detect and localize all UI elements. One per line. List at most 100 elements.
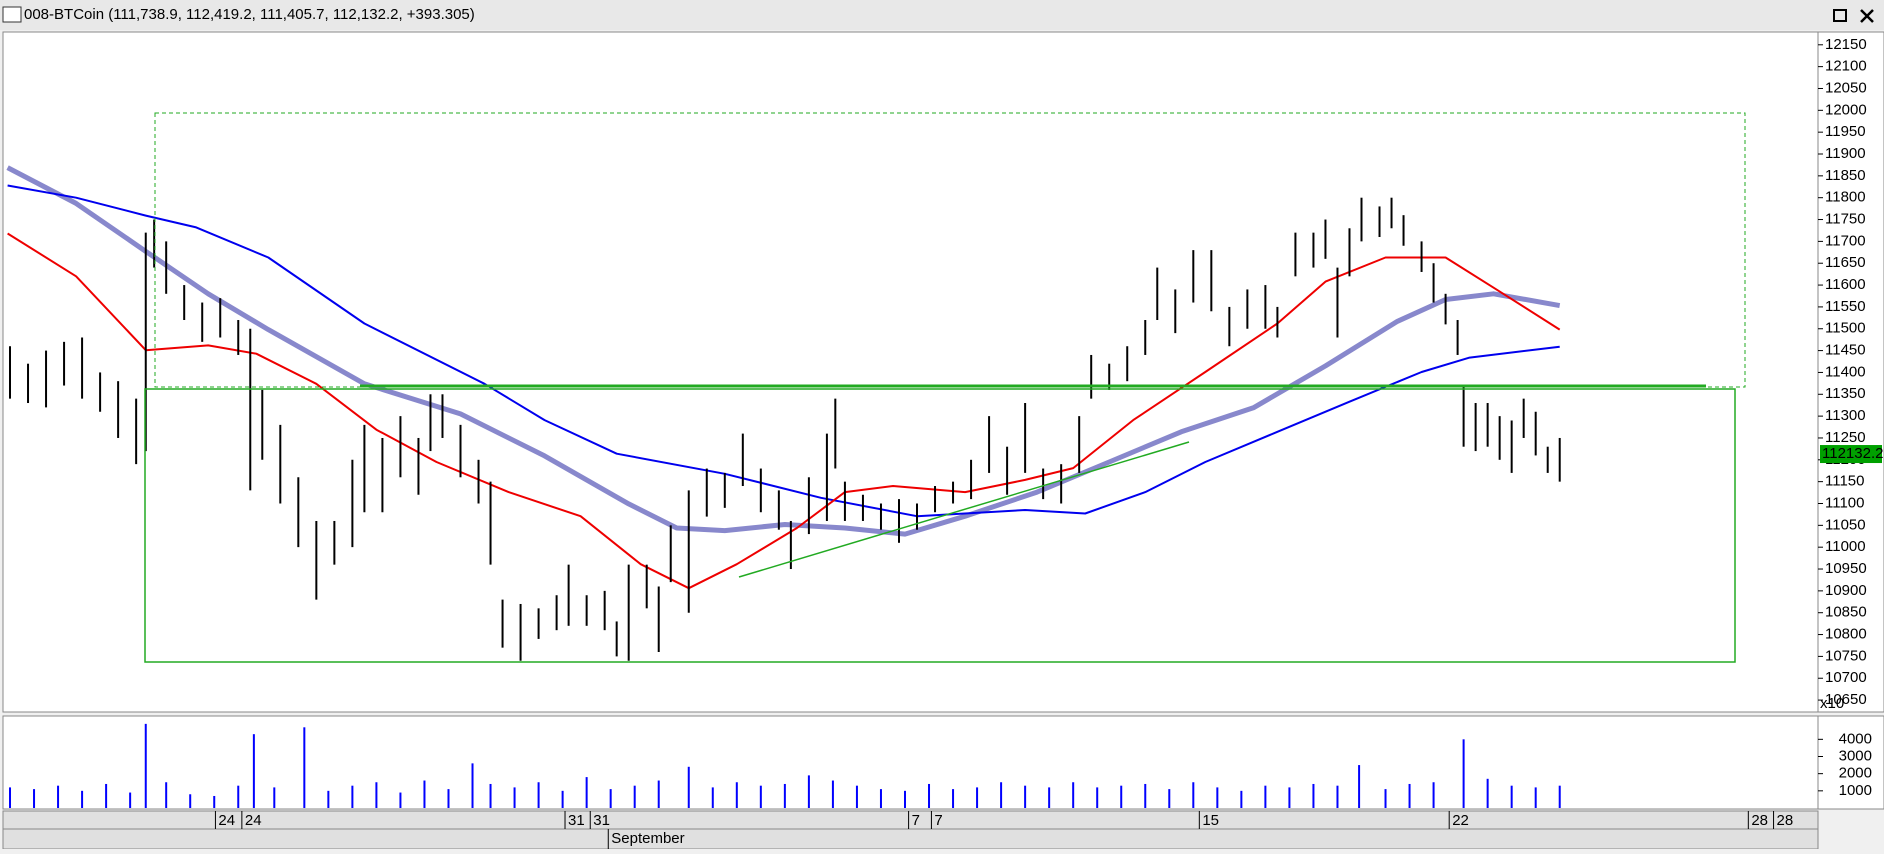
volume-bar — [237, 785, 240, 808]
volume-bar — [1462, 739, 1465, 808]
y-tick-label: 1000 — [1839, 782, 1872, 799]
y-tick-label: 10950 — [1825, 560, 1867, 577]
volume-bar — [711, 787, 714, 808]
y-tick-label: 11050 — [1825, 516, 1866, 533]
maximize-button[interactable] — [1830, 6, 1850, 26]
volume-bar — [1358, 765, 1361, 808]
y-tick-label: 11650 — [1825, 254, 1866, 271]
y-tick-label: 11700 — [1825, 232, 1866, 249]
volume-bar — [81, 790, 84, 808]
last-price-marker — [1820, 445, 1882, 464]
y-tick-label: 12050 — [1825, 79, 1867, 96]
y-tick-label: 3000 — [1839, 747, 1872, 764]
x-tick-label: 24 — [245, 812, 262, 829]
chart-title: 008-BTCoin (111,738.9, 112,419.2, 111,40… — [24, 6, 475, 23]
title-bar — [0, 0, 1884, 30]
volume-bar — [1486, 778, 1489, 808]
volume-bar — [1024, 785, 1027, 808]
volume-bar — [585, 777, 588, 808]
volume-bar — [165, 782, 168, 808]
volume-bar — [303, 727, 306, 808]
volume-bar — [687, 766, 690, 808]
x-tick-label: 7 — [934, 812, 942, 829]
y-tick-label: 11250 — [1825, 429, 1866, 446]
y-tick-label: 11550 — [1825, 298, 1866, 315]
y-tick-label: 11750 — [1825, 211, 1866, 228]
volume-bar — [1558, 785, 1561, 808]
y-tick-label: 2000 — [1839, 765, 1872, 782]
x-tick-label: 31 — [568, 812, 585, 829]
x-tick-label: 7 — [912, 812, 920, 829]
volume-bar — [1216, 787, 1219, 808]
volume-bar — [855, 785, 858, 808]
volume-bar — [489, 783, 492, 808]
y-tick-label: 12000 — [1825, 101, 1867, 118]
volume-bar — [609, 789, 612, 808]
x-tick-label: 31 — [593, 812, 610, 829]
volume-bar — [9, 787, 12, 808]
volume-bar — [1000, 782, 1003, 808]
volume-bar — [657, 780, 660, 808]
volume-bar — [144, 723, 147, 808]
volume-bar — [831, 780, 834, 808]
volume-bar — [928, 783, 931, 808]
volume-bar — [759, 785, 762, 808]
volume-bar — [1096, 787, 1099, 808]
y-tick-label: 11300 — [1825, 407, 1866, 424]
volume-bar — [471, 763, 474, 808]
range-box — [144, 388, 1736, 663]
volume-bar — [807, 775, 810, 808]
volume-bar — [1288, 787, 1291, 808]
y-tick-label: 10800 — [1825, 626, 1867, 643]
x-tick-label: 15 — [1202, 812, 1219, 829]
y-tick-label: 11150 — [1825, 473, 1865, 490]
volume-bar — [1510, 785, 1513, 808]
volume-bar — [735, 782, 738, 808]
volume-bar — [1534, 787, 1537, 808]
volume-bar — [33, 789, 36, 808]
dashed-zone — [154, 112, 1746, 388]
trend-line — [738, 441, 1190, 578]
y-tick-label: 10850 — [1825, 604, 1867, 621]
axis-unit-label: x10 — [1820, 695, 1844, 712]
drawings — [144, 112, 1746, 663]
price-panel — [2, 31, 1819, 713]
month-label: September — [611, 830, 684, 847]
volume-bar — [252, 734, 255, 808]
volume-bar — [1168, 789, 1171, 808]
volume-bar — [1264, 785, 1267, 808]
volume-bar — [1120, 785, 1123, 808]
volume-bar — [879, 789, 882, 808]
close-button[interactable] — [1856, 6, 1878, 26]
volume-bar — [1072, 782, 1075, 808]
y-tick-label: 4000 — [1839, 730, 1872, 747]
volume-bar — [1144, 783, 1147, 808]
volume-bar — [1408, 783, 1411, 808]
month-bar — [2, 828, 1819, 850]
volume-panel — [2, 715, 1819, 810]
date-bar — [2, 810, 1819, 830]
y-tick-label: 12100 — [1825, 58, 1867, 75]
x-tick-label: 22 — [1452, 812, 1469, 829]
y-tick-label: 11900 — [1825, 145, 1866, 162]
y-tick-label: 11350 — [1825, 385, 1866, 402]
y-tick-label: 11000 — [1825, 538, 1866, 555]
volume-bar — [351, 785, 354, 808]
volume-bar — [1312, 783, 1315, 808]
volume-bar — [399, 792, 402, 808]
volume-bar — [1336, 785, 1339, 808]
y-tick-label: 10700 — [1825, 669, 1867, 686]
window-icon — [2, 6, 22, 23]
volume-bar — [129, 792, 132, 808]
x-tick-label: 28 — [1751, 812, 1768, 829]
last-price-label: 112132.2 — [1822, 445, 1883, 462]
volume-bar — [447, 789, 450, 808]
volume-bar — [952, 789, 955, 808]
y-tick-label: 11450 — [1825, 342, 1866, 359]
x-tick-label: 28 — [1777, 812, 1794, 829]
y-tick-label: 11800 — [1825, 189, 1866, 206]
volume-bar — [1048, 787, 1051, 808]
volume-bar — [561, 790, 564, 808]
volume-bar — [423, 780, 426, 808]
